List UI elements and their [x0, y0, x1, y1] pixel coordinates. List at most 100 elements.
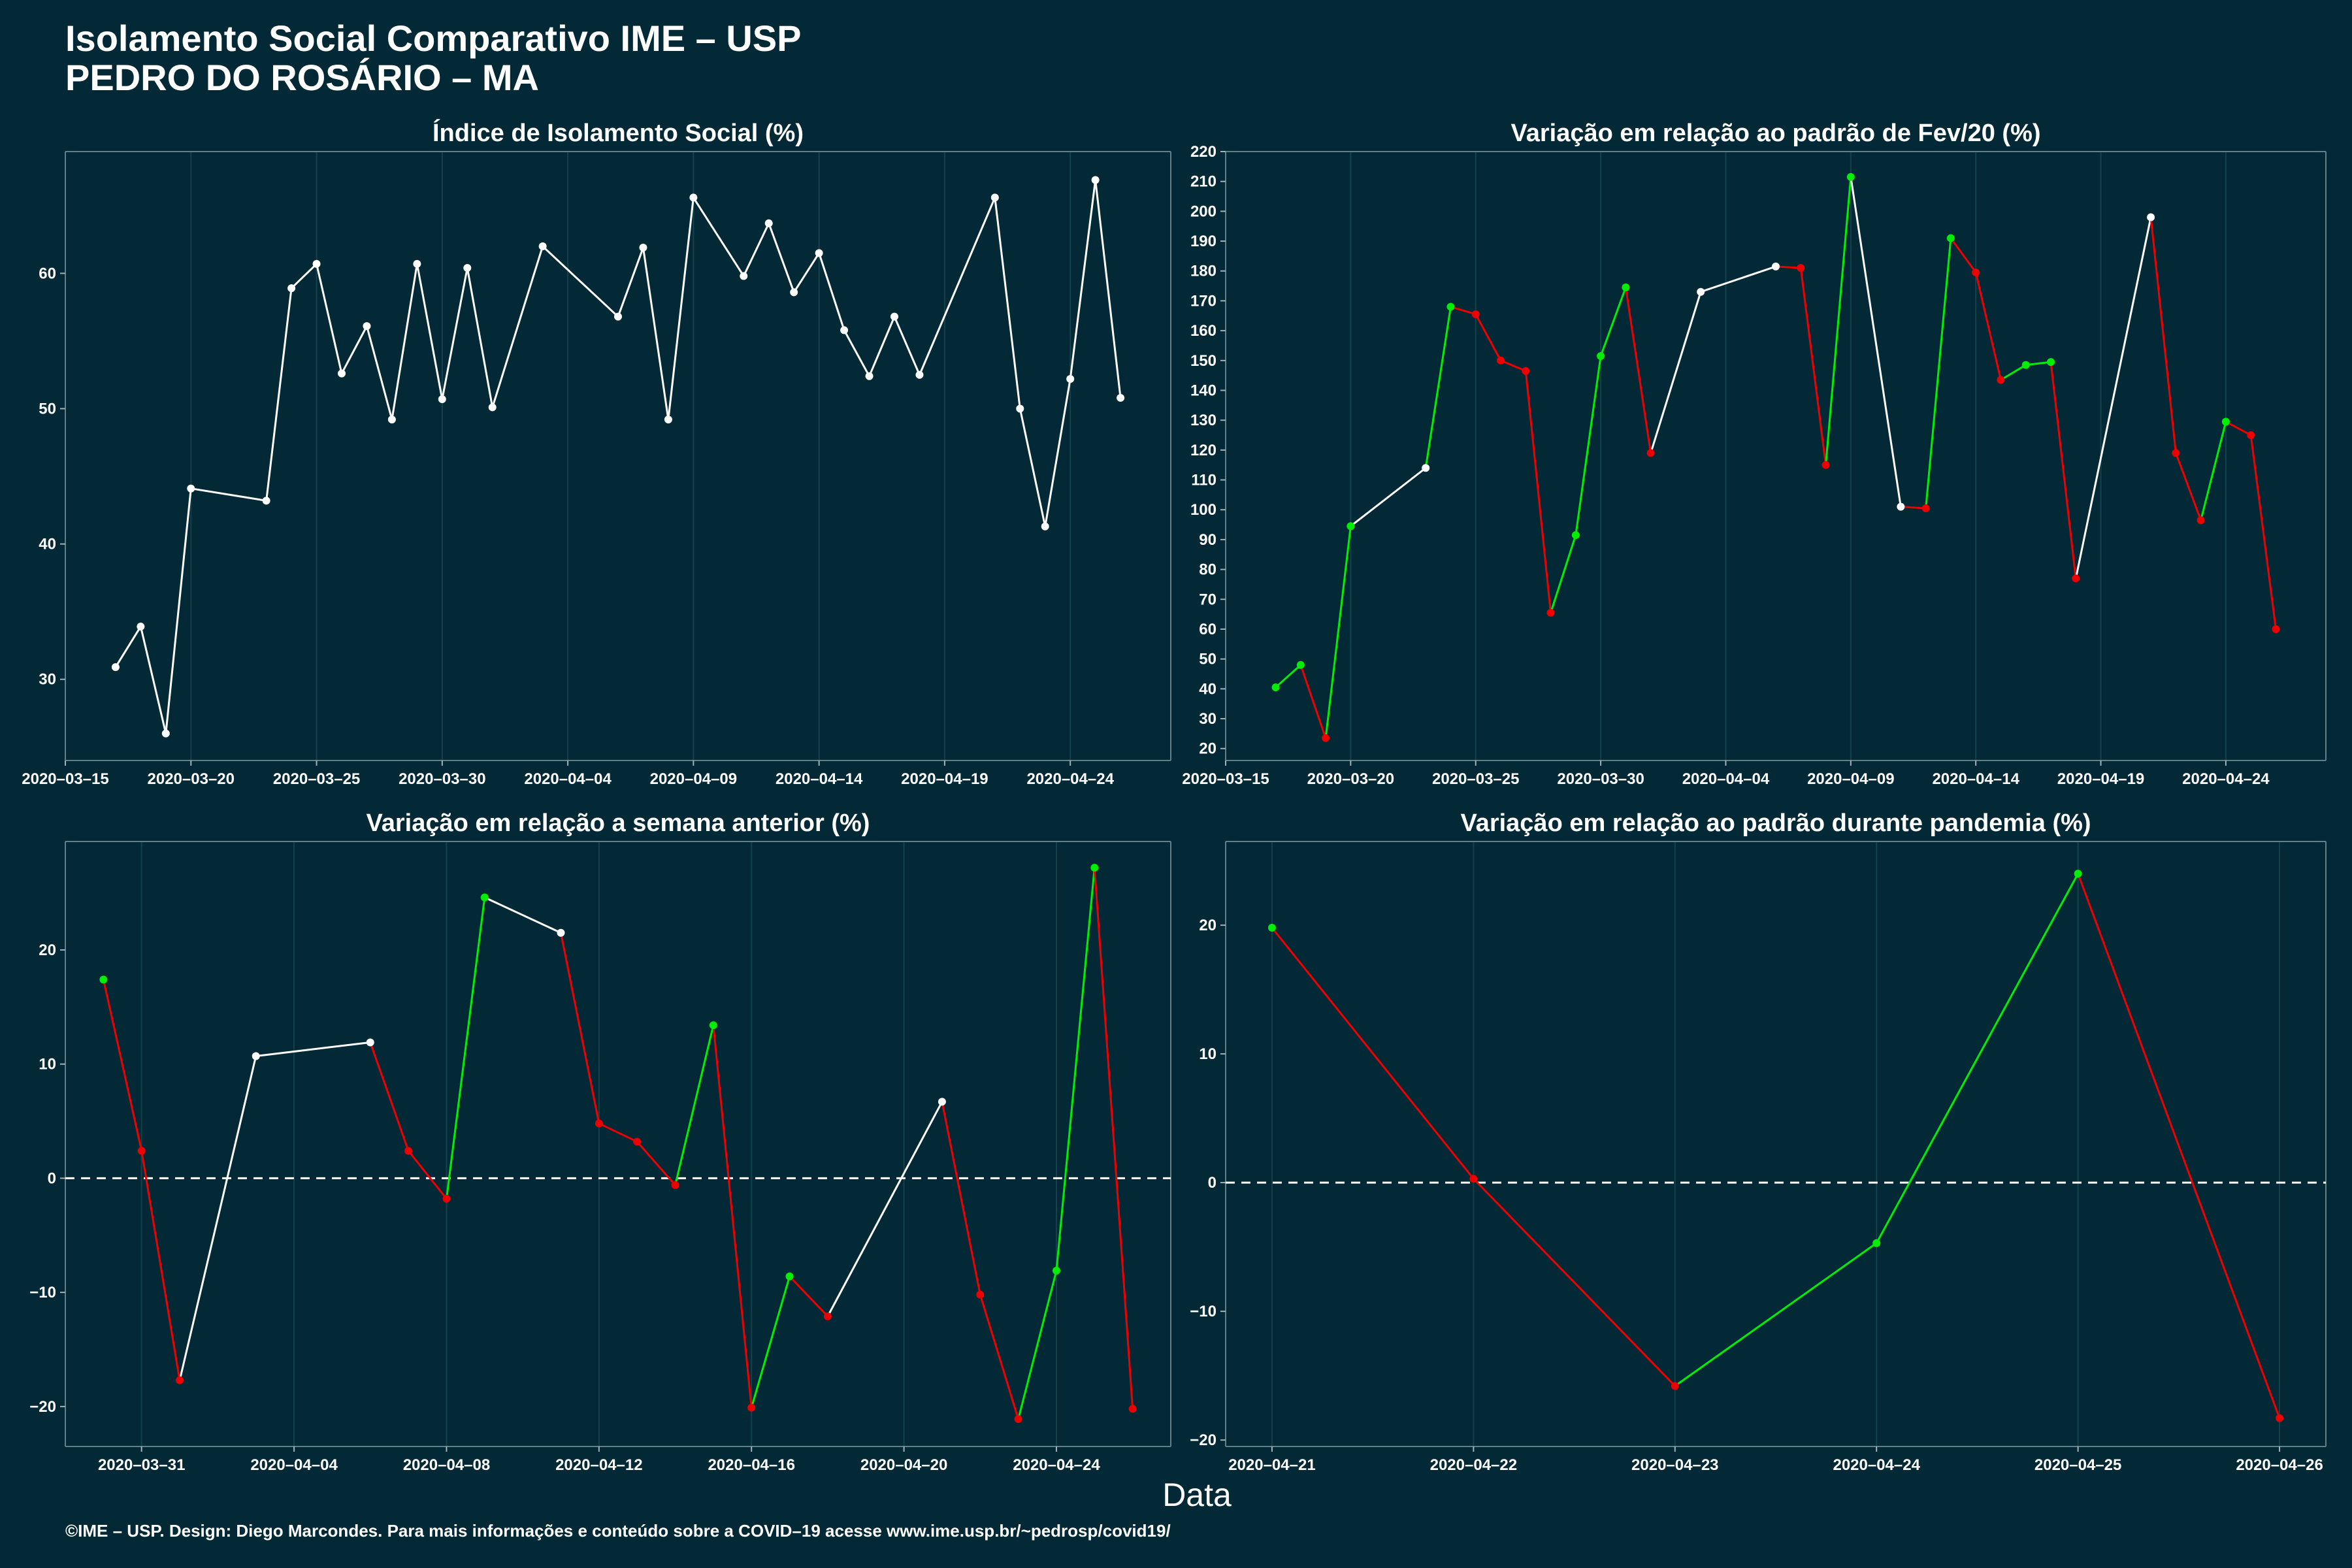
series-segment — [1624, 287, 1652, 453]
y-tick-label: 50 — [1199, 651, 1217, 668]
data-point — [664, 416, 672, 424]
series-segment — [1650, 291, 1702, 453]
series-segment — [102, 979, 143, 1151]
x-tick-label: 2020–04–23 — [1631, 1456, 1718, 1474]
series-segment — [139, 626, 167, 734]
data-point — [633, 1137, 642, 1146]
x-tick-label: 2020–03–15 — [1182, 770, 1269, 788]
x-tick-label: 2020–04–04 — [524, 770, 612, 788]
series-segment — [642, 247, 670, 420]
data-point — [2172, 449, 2180, 457]
series-segment — [466, 267, 494, 408]
x-tick-label: 2020–04–21 — [1228, 1456, 1315, 1474]
series-segment — [1450, 306, 1477, 316]
data-point — [1128, 1405, 1137, 1413]
series-segment — [445, 897, 486, 1200]
y-tick-label: 90 — [1199, 531, 1217, 549]
data-point — [2074, 870, 2082, 878]
data-point — [1597, 351, 1605, 360]
data-point — [252, 1052, 260, 1060]
x-tick-label: 2020–04–20 — [860, 1456, 947, 1474]
data-point — [1546, 608, 1555, 617]
x-tick-label: 2020–04–24 — [1833, 1456, 1920, 1474]
data-point — [815, 249, 823, 257]
series-segment — [1974, 272, 2002, 380]
series-segment — [750, 1276, 791, 1409]
y-tick-label: 140 — [1190, 382, 1217, 399]
x-tick-label: 2020–04–24 — [1026, 770, 1114, 788]
series-segment — [768, 223, 795, 293]
data-point — [363, 322, 371, 331]
data-point — [1041, 522, 1049, 531]
data-point — [747, 1403, 756, 1412]
chart-title: Variação em relação a semana anterior (%… — [367, 809, 870, 837]
y-tick-label: 80 — [1199, 561, 1217, 579]
series-segment — [542, 245, 619, 318]
x-tick-label: 2020–03–20 — [1307, 770, 1394, 788]
data-point — [1117, 393, 1125, 402]
data-point — [790, 288, 798, 297]
data-point — [442, 1194, 451, 1203]
y-tick-label: 70 — [1199, 591, 1217, 608]
data-point — [366, 1038, 374, 1047]
data-point — [595, 1119, 603, 1128]
series-segment — [1044, 378, 1071, 527]
series-segment — [693, 197, 745, 277]
data-point — [915, 370, 924, 379]
series-segment — [366, 325, 393, 420]
data-point — [764, 219, 773, 227]
series-segment — [191, 487, 267, 502]
y-tick-label: 120 — [1190, 442, 1217, 459]
data-point — [1469, 1175, 1478, 1183]
data-point — [1972, 269, 1980, 277]
series-segment — [1017, 1270, 1058, 1420]
y-tick-label: 40 — [39, 536, 56, 553]
gridlines — [140, 841, 1057, 1446]
y-tick-label: 10 — [39, 1056, 56, 1073]
x-tick-label: 2020–04–26 — [2236, 1456, 2323, 1474]
y-tick-label: 20 — [1199, 740, 1217, 758]
series-segment — [712, 1025, 753, 1408]
y-tick-label: 170 — [1190, 292, 1217, 310]
series-segment — [2249, 434, 2277, 630]
data-point — [1066, 374, 1075, 383]
series-segment — [826, 1101, 943, 1317]
series-segment — [1925, 238, 1952, 509]
data-point — [671, 1181, 679, 1189]
data-point — [2047, 358, 2055, 367]
series-segment — [1901, 506, 1926, 510]
series-segment — [391, 263, 418, 420]
series-segment — [491, 246, 544, 408]
data-point — [1846, 172, 1855, 181]
y-tick-label: 50 — [39, 400, 56, 418]
x-tick-label: 2020–04–14 — [1932, 770, 2019, 788]
data-point — [785, 1272, 794, 1281]
series-segment — [1550, 534, 1577, 613]
y-tick-label: 20 — [1199, 917, 1217, 934]
x-tick-label: 2020–03–30 — [1557, 770, 1644, 788]
series-segment — [792, 252, 820, 293]
data-point — [1522, 367, 1530, 375]
series-segment — [340, 325, 368, 374]
series-segment — [369, 1042, 410, 1151]
x-tick-label: 2020–04–09 — [1807, 770, 1894, 788]
series-points — [99, 864, 1137, 1424]
data-point — [2197, 516, 2205, 525]
chart-panel-3: Variação em relação a semana anterior (%… — [29, 809, 1171, 1474]
series-segment — [1271, 927, 1475, 1180]
chart-panel-1: Índice de Isolamento Social (%) 2020–03–1… — [22, 118, 1171, 788]
y-tick-label: 0 — [1208, 1174, 1217, 1192]
data-point — [689, 193, 698, 202]
series-line — [114, 180, 1122, 734]
series-segment — [1825, 176, 1852, 465]
series-segment — [1799, 267, 1827, 465]
data-point — [1571, 531, 1580, 540]
series-segment — [2074, 217, 2152, 579]
series-segment — [1299, 664, 1327, 739]
series-segment — [114, 626, 142, 668]
x-tick-label: 2020–04–24 — [1013, 1456, 1100, 1474]
x-tick-label: 2020–04–12 — [555, 1456, 642, 1474]
series-segment — [1950, 237, 1977, 273]
data-point — [976, 1290, 985, 1299]
series-points — [111, 176, 1125, 738]
